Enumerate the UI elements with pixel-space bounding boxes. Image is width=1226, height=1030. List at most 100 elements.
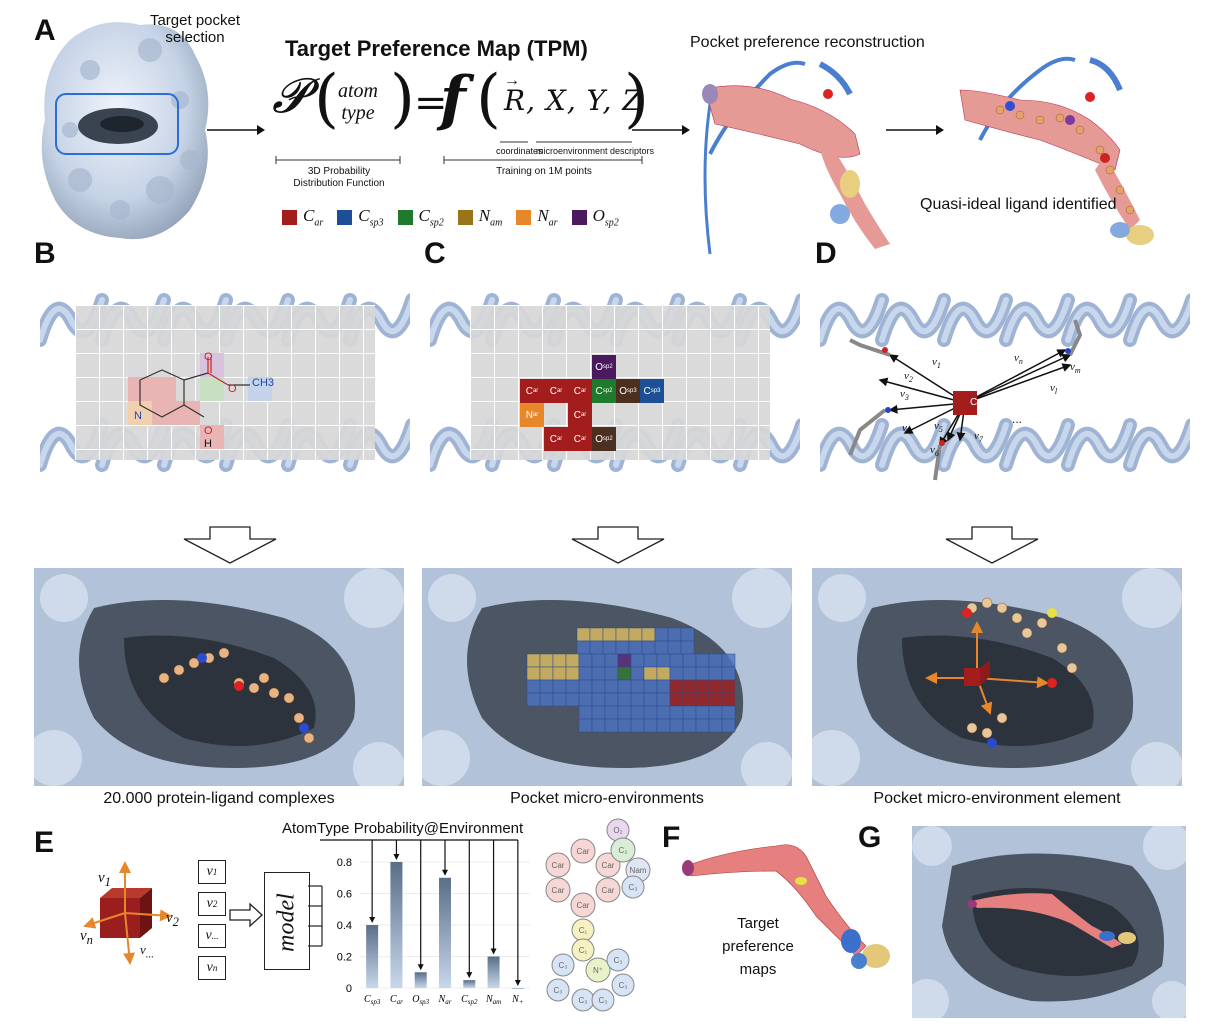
voxel: [695, 653, 710, 668]
vector-label: v5: [934, 420, 943, 435]
vector-label: v6: [930, 444, 939, 459]
vector-vn-label: vn: [80, 928, 93, 947]
voxel: [576, 640, 591, 655]
legend-item: Csp3: [337, 206, 384, 228]
voxel: [526, 692, 541, 707]
voxel: [643, 679, 658, 694]
tpm-formula: 𝓟 ( atom type ) = f ( R, X, Y, Z → ): [272, 62, 649, 136]
voxel: [617, 692, 632, 707]
voxel: [552, 653, 567, 668]
voxel: [695, 666, 710, 681]
voxel: [682, 653, 697, 668]
voxel: [526, 666, 541, 681]
voxel: [680, 627, 695, 642]
voxel: [552, 692, 567, 707]
voxel: [630, 705, 645, 720]
target-preference-label: Target preference maps: [722, 915, 794, 978]
bar: [463, 980, 476, 988]
voxel: [643, 718, 658, 733]
voxel: [643, 666, 658, 681]
voxel: [669, 666, 684, 681]
legend-label: Osp2: [592, 206, 619, 229]
molecule-diagram: O₂ Car Car Car C₂ Nam C₃ Car Car Car C₁ C₁ C₃ N⁺ C…: [545, 818, 651, 1012]
voxel: [654, 627, 669, 642]
bar: [366, 925, 379, 988]
voxel: [656, 653, 671, 668]
x-tick-label: Csp3: [364, 994, 381, 1006]
pocket-surface-image: [422, 568, 792, 786]
voxel: [578, 718, 593, 733]
svg-text:N⁺: N⁺: [593, 966, 603, 975]
x-tick-label: N+: [511, 994, 524, 1006]
center-atom-label: Car: [970, 397, 984, 410]
helix-segment: [879, 422, 947, 468]
voxel: [721, 705, 736, 720]
vector-label: vm: [1070, 361, 1081, 376]
formula-braces: [275, 141, 643, 164]
ideal-ligand-label: Quasi-ideal ligand identified: [920, 196, 1117, 213]
panel-label-f: F: [662, 821, 681, 854]
arrow-icon: [886, 125, 944, 135]
bar-arrowhead: [393, 854, 400, 860]
chart-title: AtomType Probability@Environment: [282, 820, 524, 837]
bar: [439, 877, 451, 988]
legend-swatch: [397, 209, 413, 225]
helix-segment: [1065, 422, 1133, 468]
voxel: [682, 718, 697, 733]
voxel: [578, 692, 593, 707]
atom-o: O: [204, 351, 213, 363]
x-tick-label: Car: [390, 994, 403, 1006]
voxel: [641, 640, 656, 655]
legend-label: Csp2: [418, 206, 444, 229]
probability-bar-chart: 0 0.2 0.4 0.6 0.8 Csp3 Car Osp3 Nar Csp2 Nam N+: [320, 839, 530, 1006]
svg-text:Car: Car: [577, 847, 590, 856]
voxel: [708, 718, 723, 733]
voxel: [669, 692, 684, 707]
voxel: [526, 679, 541, 694]
y-tick-label: 0.4: [337, 920, 352, 932]
voxel: [628, 640, 643, 655]
vector-label: v1: [932, 356, 941, 371]
model-outputs: [308, 885, 323, 947]
voxel: [656, 692, 671, 707]
svg-text:C₃: C₃: [558, 961, 567, 970]
voxel: [578, 653, 593, 668]
voxel: [539, 692, 554, 707]
voxel: [578, 679, 593, 694]
voxel: [604, 653, 619, 668]
x-tick-label: Nar: [438, 994, 452, 1006]
y-tick-label: 0: [346, 983, 352, 995]
vector-v1-label: v1: [98, 870, 111, 889]
atom-o-ester: O: [228, 383, 237, 395]
voxel: [602, 640, 617, 655]
voxel: [682, 679, 697, 694]
voxel: [617, 679, 632, 694]
voxel: [615, 627, 630, 642]
voxel: [669, 718, 684, 733]
svg-text:Car: Car: [552, 861, 565, 870]
voxel: [565, 679, 580, 694]
target-preference-maps-image: [682, 844, 890, 969]
voxel: [628, 627, 643, 642]
voxel: [578, 705, 593, 720]
voxel: [654, 640, 669, 655]
x-tick-label: Csp2: [461, 994, 478, 1006]
vector-label: vn: [1014, 352, 1023, 367]
bar-arrowhead: [417, 964, 424, 971]
voxel: [526, 653, 541, 668]
voxel: [615, 640, 630, 655]
prob-note: 3D Probability Distribution Function: [293, 166, 385, 189]
microenv-note: microenvironment descriptors: [536, 146, 655, 156]
svg-text:C₁: C₁: [579, 926, 588, 935]
helix-segment: [941, 422, 1009, 468]
bar-arrowhead: [442, 869, 448, 876]
caption-d: Pocket micro-environment element: [873, 790, 1121, 807]
voxel: [617, 718, 632, 733]
voxel: [708, 679, 723, 694]
legend-item: Csp2: [397, 206, 444, 229]
